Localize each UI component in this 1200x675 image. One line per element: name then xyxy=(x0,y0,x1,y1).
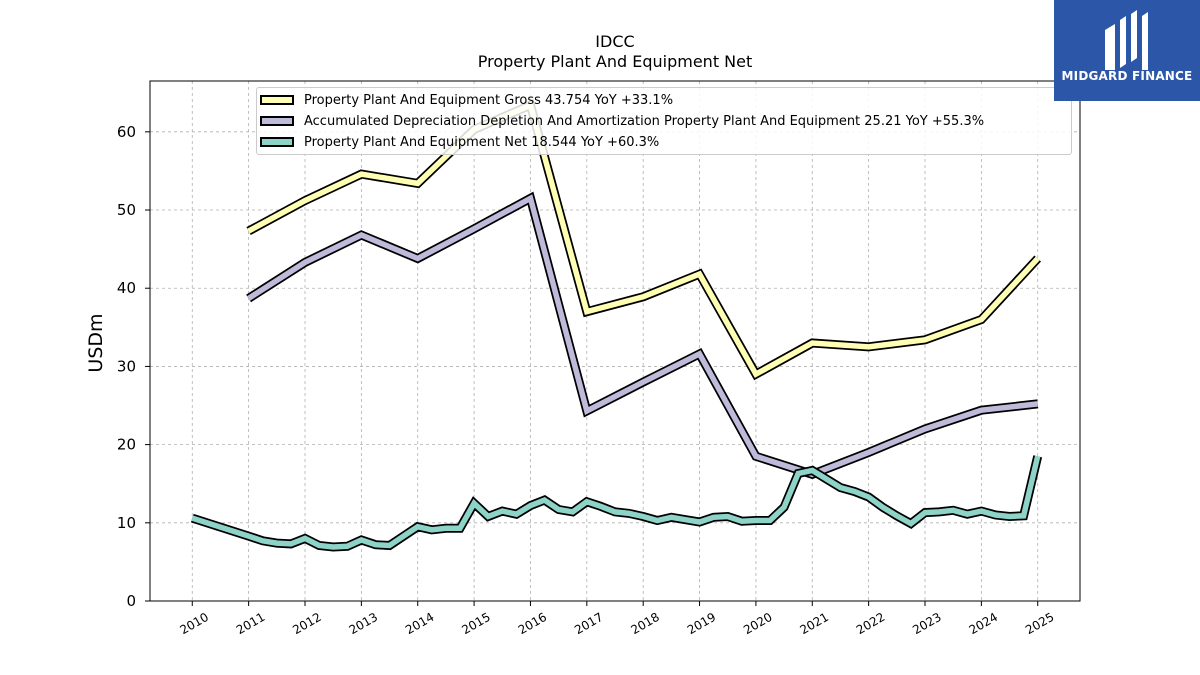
x-tick-label: 2012 xyxy=(290,610,323,637)
x-tick-label: 2016 xyxy=(516,610,549,637)
chart-title: IDCC xyxy=(595,32,635,51)
tick-labels: 2010 2011 2012 2013 2014 2015 2016 2017 2018 2019… xyxy=(117,123,1057,637)
x-tick-label: 2021 xyxy=(798,610,831,637)
legend-label-accumulated-depreciation: Accumulated Depreciation Depletion And A… xyxy=(304,113,985,129)
legend-swatch-gross xyxy=(260,95,294,105)
series-2-outline xyxy=(190,455,1043,552)
plot-frame xyxy=(149,80,1081,602)
legend-item-net: Property Plant And Equipment Net 18.544 … xyxy=(257,133,659,151)
y-tick-label: 0 xyxy=(126,592,136,610)
chart-legend: Property Plant And Equipment Gross 43.75… xyxy=(256,87,1072,155)
x-tick-label: 2022 xyxy=(854,610,887,637)
axes xyxy=(145,80,1081,606)
midgard-logo-icon xyxy=(1105,10,1148,70)
x-tick-label: 2018 xyxy=(628,610,661,637)
series-lines xyxy=(190,99,1043,552)
x-tick-label: 2013 xyxy=(347,610,380,637)
x-tick-label: 2014 xyxy=(403,610,436,637)
y-tick-label: 60 xyxy=(117,123,136,141)
series-1-line xyxy=(247,194,1039,478)
legend-swatch-net xyxy=(260,137,294,147)
y-tick-label: 10 xyxy=(117,514,136,532)
x-tick-label: 2023 xyxy=(910,610,943,637)
y-tick-label: 30 xyxy=(117,357,136,375)
y-tick-label: 40 xyxy=(117,279,136,297)
y-tick-label: 50 xyxy=(117,201,136,219)
midgard-finance-logo: MIDGARD FINANCE xyxy=(1054,0,1200,101)
x-tick-label: 2015 xyxy=(459,610,492,637)
chart-subtitle: Property Plant And Equipment Net xyxy=(477,52,753,71)
logo-text: MIDGARD FINANCE xyxy=(1061,69,1193,83)
x-tick-label: 2024 xyxy=(967,610,1000,637)
x-tick-label: 2011 xyxy=(234,610,267,637)
legend-swatch-accumulated-depreciation xyxy=(260,116,294,126)
grid-lines xyxy=(150,81,1080,601)
x-tick-label: 2020 xyxy=(741,610,774,637)
y-axis-label: USDm xyxy=(85,313,107,372)
legend-item-accumulated-depreciation: Accumulated Depreciation Depletion And A… xyxy=(257,112,984,130)
x-tick-label: 2019 xyxy=(685,610,718,637)
legend-item-gross: Property Plant And Equipment Gross 43.75… xyxy=(257,91,673,109)
series-2-line xyxy=(191,455,1041,550)
series-0-line xyxy=(247,101,1040,378)
y-tick-label: 20 xyxy=(117,436,136,454)
legend-label-net: Property Plant And Equipment Net 18.544 … xyxy=(304,134,660,150)
x-tick-label: 2025 xyxy=(1023,610,1056,637)
x-tick-label: 2017 xyxy=(572,610,605,637)
x-tick-label: 2010 xyxy=(178,610,211,637)
legend-label-gross: Property Plant And Equipment Gross 43.75… xyxy=(304,92,674,108)
